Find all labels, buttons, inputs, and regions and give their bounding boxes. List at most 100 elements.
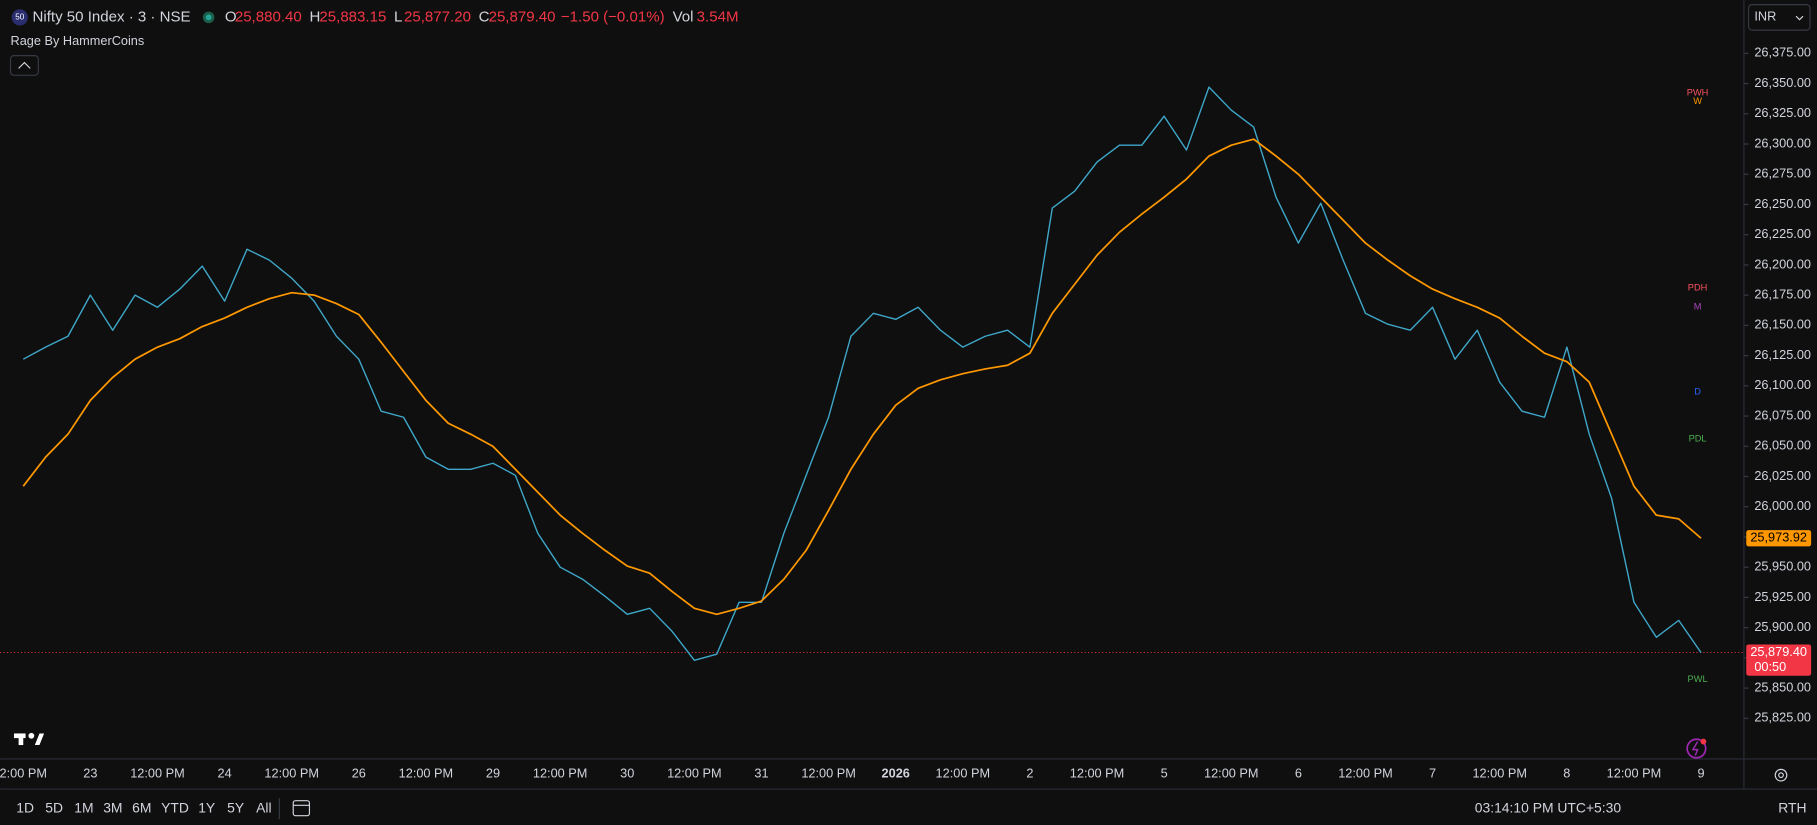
x-tick-label: 23	[83, 765, 97, 780]
range-button[interactable]: 1D	[16, 799, 34, 815]
series-line	[22, 138, 1702, 616]
y-tick-label: 26,150.00	[1754, 317, 1811, 332]
price-tag	[1746, 644, 1812, 676]
level-label: M	[1694, 302, 1702, 312]
symbol[interactable]: Nifty 50 Index · 3 · NSE	[33, 8, 191, 25]
collapse-icon	[18, 61, 31, 69]
range-button[interactable]: 1M	[74, 799, 93, 815]
range-button[interactable]: 3M	[103, 799, 122, 815]
x-tick-label: 12:00 PM	[936, 765, 991, 780]
x-tick-label: 12:00 PM	[1607, 765, 1662, 780]
y-tick-label: 26,225.00	[1754, 226, 1811, 241]
ohlc: O25,880.40 H 25,883.15 L 25,877.20 C 25,879.40…	[225, 8, 739, 25]
x-tick-label: 12:00 PM	[1338, 765, 1393, 780]
logo-part	[18, 733, 24, 746]
vol-value: 3.54M	[697, 8, 739, 25]
x-tick-label: 2:00 PM	[0, 765, 47, 780]
y-tick-label: 26,250.00	[1754, 196, 1811, 211]
change: −1.50 (−0.01%)	[561, 8, 665, 25]
y-tick-label: 26,075.00	[1754, 407, 1811, 422]
range-button[interactable]: 5Y	[227, 799, 244, 815]
y-tick-label: 25,825.00	[1754, 710, 1811, 725]
clock: 03:14:10 PM UTC+5:30	[1475, 799, 1622, 815]
range-button[interactable]: YTD	[161, 799, 189, 815]
y-tick-label: 26,125.00	[1754, 347, 1811, 362]
range-button[interactable]: 1Y	[198, 799, 215, 815]
alert-icon[interactable]	[1686, 738, 1707, 759]
goto-date-icon[interactable]	[292, 800, 311, 817]
level-label: PDL	[1689, 433, 1707, 443]
ohlc-value: 25,883.15	[319, 8, 386, 25]
x-tick-label: 29	[486, 765, 500, 780]
x-tick-label: 12:00 PM	[1070, 765, 1125, 780]
range-button[interactable]: 5D	[45, 799, 63, 815]
price-tag	[1746, 530, 1812, 547]
x-tick-label: 2	[1026, 765, 1033, 780]
x-tick-label: 2026	[882, 765, 910, 780]
x-tick-label: 9	[1698, 765, 1705, 780]
x-tick-label: 12:00 PM	[667, 765, 722, 780]
range-buttons: 1D 5D 1M 3M 6M YTD 1Y 5Y All	[16, 799, 271, 815]
level-label: PWH	[1687, 88, 1709, 98]
x-tick-label: 12:00 PM	[130, 765, 185, 780]
symbol-logo	[11, 9, 28, 26]
ohlc-key: H	[309, 8, 320, 25]
y-tick-label: 25,850.00	[1754, 679, 1811, 694]
x-tick-label: 26	[352, 765, 366, 780]
collapse-button[interactable]	[9, 55, 39, 76]
x-tick-label: 12:00 PM	[1472, 765, 1527, 780]
alert-bolt	[1691, 741, 1699, 756]
y-tick-label: 25,900.00	[1754, 619, 1811, 634]
y-tick-label: 26,050.00	[1754, 438, 1811, 453]
ohlc-value: 25,877.20	[404, 8, 471, 25]
x-tick-label: 12:00 PM	[1204, 765, 1259, 780]
currency: INR	[1754, 9, 1776, 24]
y-tick-label: 25,925.00	[1754, 589, 1811, 604]
x-tick-label: 12:00 PM	[533, 765, 588, 780]
currency-caret	[1795, 15, 1804, 21]
currency-button[interactable]	[1747, 4, 1811, 31]
x-tick-label: 12:00 PM	[264, 765, 319, 780]
level-label: PWL	[1688, 674, 1708, 684]
market-status-dot	[205, 14, 212, 21]
y-tick-label: 25,950.00	[1754, 559, 1811, 574]
ohlc-value: 25,879.40	[489, 8, 556, 25]
range-button[interactable]: All	[256, 799, 271, 815]
x-tick-label: 12:00 PM	[399, 765, 454, 780]
x-tick-label: 24	[217, 765, 231, 780]
x-tick-label: 5	[1161, 765, 1168, 780]
indicator-name[interactable]: Rage By HammerCoins	[11, 33, 145, 48]
y-tick-label: 26,275.00	[1754, 166, 1811, 181]
y-tick-label: 26,175.00	[1754, 287, 1811, 302]
level-label: D	[1694, 386, 1701, 396]
session[interactable]: RTH	[1778, 799, 1806, 815]
countdown: 00:50	[1754, 659, 1786, 674]
y-tick-label: 26,300.00	[1754, 135, 1811, 150]
range-button[interactable]: 6M	[132, 799, 151, 815]
y-tick-label: 26,350.00	[1754, 75, 1811, 90]
ohlc-key: O	[225, 8, 237, 25]
y-tick-label: 26,375.00	[1754, 45, 1811, 60]
level-label: PDH	[1688, 282, 1708, 292]
y-tick-label: 26,100.00	[1754, 377, 1811, 392]
level-label: W	[1693, 96, 1702, 106]
tv-logo	[13, 732, 45, 746]
x-tick-label: 30	[620, 765, 634, 780]
series-line	[22, 86, 1702, 662]
logo-part	[34, 733, 45, 746]
price-tag-label: 25,879.40	[1750, 644, 1807, 659]
x-tick-label: 12:00 PM	[801, 765, 856, 780]
plot: 26,375.00 26,350.00 26,325.00 26,300.00 26,2…	[0, 45, 1812, 780]
settings-icon[interactable]	[1774, 768, 1788, 782]
settings-icon-center	[1778, 772, 1784, 779]
x-tick-label: 6	[1295, 765, 1302, 780]
y-tick-label: 26,000.00	[1754, 498, 1811, 513]
y-tick-label: 26,325.00	[1754, 105, 1811, 120]
ohlc-value: 25,880.40	[235, 8, 302, 25]
y-tick-label: 26,200.00	[1754, 256, 1811, 271]
x-tick-label: 8	[1563, 765, 1570, 780]
x-tick-label: 7	[1429, 765, 1436, 780]
